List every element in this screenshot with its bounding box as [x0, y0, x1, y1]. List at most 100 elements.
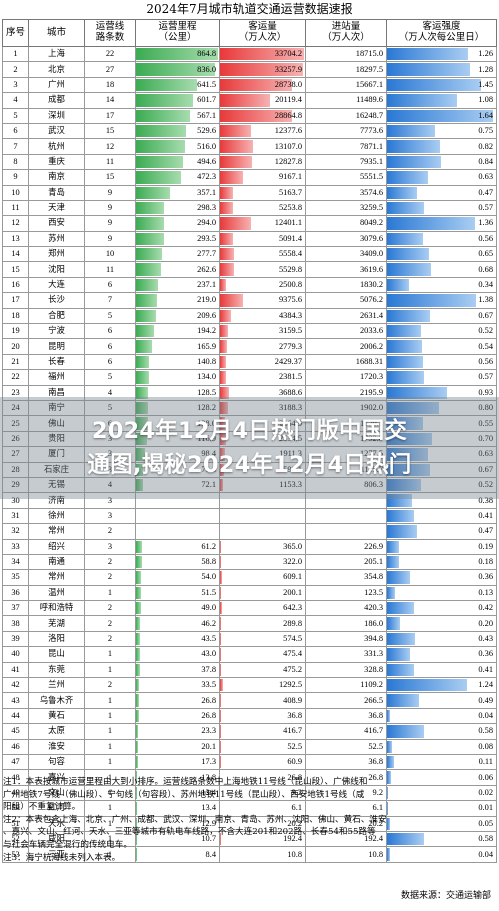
cell-lines: 3 [84, 446, 136, 463]
cell-index: 15 [2, 261, 29, 278]
table-row: 24 南宁 5 128.2 3188.3 1902.0 0.80 [2, 399, 497, 417]
entries-value: 354.8 [364, 572, 383, 582]
bar-value-label: 0.70 [478, 433, 493, 443]
data-bar [136, 602, 141, 615]
bar-value-label: 54.0 [201, 572, 216, 582]
bar-value-label: 5558.4 [278, 249, 302, 259]
cell-ridership: 5091.4 [219, 230, 306, 248]
cell-index: 21 [2, 353, 29, 371]
bar-value-label: 609.1 [283, 572, 302, 582]
bar-value-label: 601.7 [197, 95, 216, 105]
cell-city: 南通 [28, 553, 85, 571]
data-bar [387, 848, 390, 861]
table-row: 43 乌鲁木齐 1 26.8 408.9 266.5 0.49 [2, 692, 497, 709]
data-bar [220, 555, 221, 569]
cell-mileage: 23.3 [135, 723, 220, 740]
entries-value: 205.1 [364, 557, 383, 567]
entries-value: 10.8 [368, 849, 383, 859]
cell-city: 郑州 [28, 246, 85, 263]
data-bar [387, 217, 475, 230]
cell-entries: 354.8 [305, 569, 387, 586]
table-row: 16 大连 6 237.1 2500.8 1830.2 0.34 [2, 276, 497, 294]
cell-mileage [135, 507, 220, 525]
bar-value-label: 12401.1 [274, 218, 302, 228]
cell-lines: 6 [84, 323, 136, 340]
cell-ridership: 200.1 [219, 584, 306, 602]
data-bar [220, 663, 222, 677]
bar-value-label: 8.4 [205, 849, 216, 859]
entries-value: 3409.0 [359, 249, 383, 259]
cell-entries: 16248.7 [305, 107, 387, 124]
cell-ridership: 609.1 [219, 569, 306, 586]
bar-value-label: 49.0 [201, 603, 216, 613]
cell-index: 37 [2, 600, 29, 617]
cell-intensity: 0.42 [386, 600, 497, 617]
cell-mileage: 472.3 [135, 169, 220, 186]
data-bar [387, 617, 400, 630]
cell-entries: 7871.1 [305, 138, 387, 155]
header-intensity: 客运强度 （万人次每公里日） [386, 19, 497, 47]
bar-value-label: 2779.3 [278, 341, 302, 351]
cell-city: 西安 [28, 215, 85, 232]
cell-intensity: 0.36 [386, 646, 497, 663]
data-bar [387, 632, 415, 646]
entries-value: 1115.7 [360, 464, 383, 474]
cell-mileage: 567.1 [135, 107, 220, 124]
cell-mileage: 293.5 [135, 230, 220, 248]
data-bar [136, 448, 146, 461]
entries-value: 266.5 [364, 695, 383, 705]
table-row: 32 常州 2 0.47 [2, 523, 497, 540]
cell-index: 10 [2, 184, 29, 201]
table-row: 17 长沙 7 219.0 9375.6 5076.2 1.38 [2, 292, 497, 309]
table-row: 1 上海 22 864.8 33704.2 18715.0 1.26 [2, 45, 497, 63]
cell-lines: 6 [84, 353, 136, 371]
cell-city: 上海 [28, 45, 85, 63]
cell-ridership: 5163.7 [219, 184, 306, 201]
cell-index: 33 [2, 538, 29, 555]
cell-intensity: 0.52 [386, 476, 497, 494]
cell-ridership: 13107.0 [219, 138, 306, 155]
data-bar [387, 463, 431, 476]
cell-lines: 2 [84, 600, 136, 617]
cell-ridership: 2164.9 [219, 415, 306, 432]
cell-ridership: 365.0 [219, 538, 306, 555]
cell-lines: 5 [84, 369, 136, 386]
bar-value-label: 0.02 [478, 787, 493, 797]
data-bar [387, 248, 429, 261]
entries-value: 7871.1 [359, 141, 383, 151]
data-bar [220, 725, 222, 738]
cell-city: 北京 [28, 61, 85, 78]
cell-intensity: 0.93 [386, 384, 497, 401]
entries-value: 5551.5 [359, 172, 383, 182]
data-bar [220, 540, 221, 553]
cell-city: 无锡 [28, 476, 85, 494]
cell-intensity: 1.36 [386, 215, 497, 232]
entries-value: 3259.5 [359, 203, 383, 213]
cell-mileage: 277.7 [135, 246, 220, 263]
cell-index: 7 [2, 138, 29, 155]
bar-value-label: 60.9 [287, 757, 302, 767]
data-bar [136, 94, 194, 107]
entries-value: 2033.6 [359, 326, 383, 336]
cell-ridership: 9167.1 [219, 169, 306, 186]
bar-value-label: 2500.8 [278, 280, 302, 290]
cell-intensity: 1.38 [386, 292, 497, 309]
data-bar [220, 140, 253, 153]
data-bar [387, 571, 411, 584]
cell-city: 三亚 [28, 846, 85, 863]
cell-city: 昆明 [28, 338, 85, 355]
bar-value-label: 28864.8 [274, 110, 302, 120]
cell-lines: 1 [84, 661, 136, 679]
cell-lines: 11 [84, 261, 136, 278]
table-header-row: 序号 城市 运营线 路条数 运营里程 （公里） 客运量 （万人次） 进站量 （万人次） … [2, 19, 497, 47]
cell-lines: 2 [84, 523, 136, 540]
cell-city: 常州 [28, 569, 85, 586]
data-bar [220, 248, 234, 261]
bar-value-label: 9167.1 [278, 172, 302, 182]
cell-index: 9 [2, 169, 29, 186]
table-row: 44 黄石 1 26.8 36.8 36.8 0.04 [2, 707, 497, 725]
bar-value-label: 33.5 [201, 680, 216, 690]
data-bar [136, 386, 149, 399]
cell-intensity: 0.68 [386, 261, 497, 278]
cell-lines: 2 [84, 569, 136, 586]
